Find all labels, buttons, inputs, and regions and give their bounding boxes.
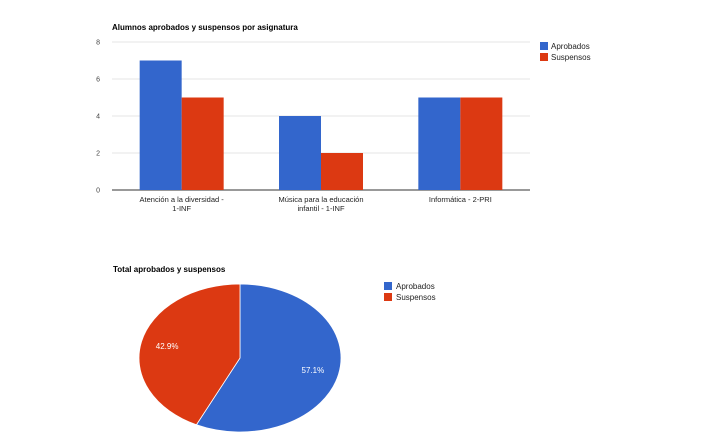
bar-chart-legend: Aprobados Suspensos xyxy=(540,42,591,62)
pie-slice-label: 42.9% xyxy=(156,342,179,351)
x-category-label: 1-INF xyxy=(172,204,191,213)
legend-label: Aprobados xyxy=(396,282,435,291)
bar-aprobados-0 xyxy=(139,60,182,190)
bar-suspensos-2 xyxy=(460,97,503,190)
pie-slice-aprobados xyxy=(195,283,342,433)
pie-chart-slices xyxy=(138,283,342,433)
y-tick-label: 2 xyxy=(96,151,100,158)
pie-slice-suspensos xyxy=(138,283,241,426)
x-category-label: Atención a la diversidad - xyxy=(140,195,225,204)
legend-swatch-aprobados xyxy=(540,42,548,50)
y-tick-label: 4 xyxy=(96,114,100,121)
legend-swatch-aprobados xyxy=(384,282,392,290)
pie-chart-slice-labels: 57.1% 42.9% xyxy=(156,342,324,375)
bar-chart: Alumnos aprobados y suspensos por asigna… xyxy=(96,23,591,213)
legend-label: Suspensos xyxy=(396,293,436,302)
bar-suspensos-1 xyxy=(321,153,363,190)
legend-swatch-suspensos xyxy=(384,293,392,301)
bar-aprobados-2 xyxy=(418,97,461,190)
y-tick-label: 6 xyxy=(96,77,100,84)
x-category-label: Informática - 2-PRI xyxy=(429,195,492,204)
pie-chart-legend: Aprobados Suspensos xyxy=(384,282,436,302)
legend-label: Aprobados xyxy=(551,42,590,51)
bar-suspensos-0 xyxy=(181,97,224,190)
x-category-label: Música para la educación xyxy=(278,195,363,204)
bar-chart-x-axis: Atención a la diversidad -1-INF Música pa… xyxy=(140,195,492,213)
bar-aprobados-1 xyxy=(279,116,321,190)
x-category-label: infantil - 1-INF xyxy=(297,204,345,213)
y-tick-label: 8 xyxy=(96,40,100,47)
legend-swatch-suspensos xyxy=(540,53,548,61)
pie-slice-label: 57.1% xyxy=(302,366,325,375)
bar-chart-bars xyxy=(139,60,503,190)
bar-chart-y-axis: 0 2 4 6 8 xyxy=(96,40,100,195)
pie-chart-title: Total aprobados y suspensos xyxy=(113,265,226,274)
y-tick-label: 0 xyxy=(96,188,100,195)
bar-chart-title: Alumnos aprobados y suspensos por asigna… xyxy=(112,23,298,32)
legend-label: Suspensos xyxy=(551,53,591,62)
